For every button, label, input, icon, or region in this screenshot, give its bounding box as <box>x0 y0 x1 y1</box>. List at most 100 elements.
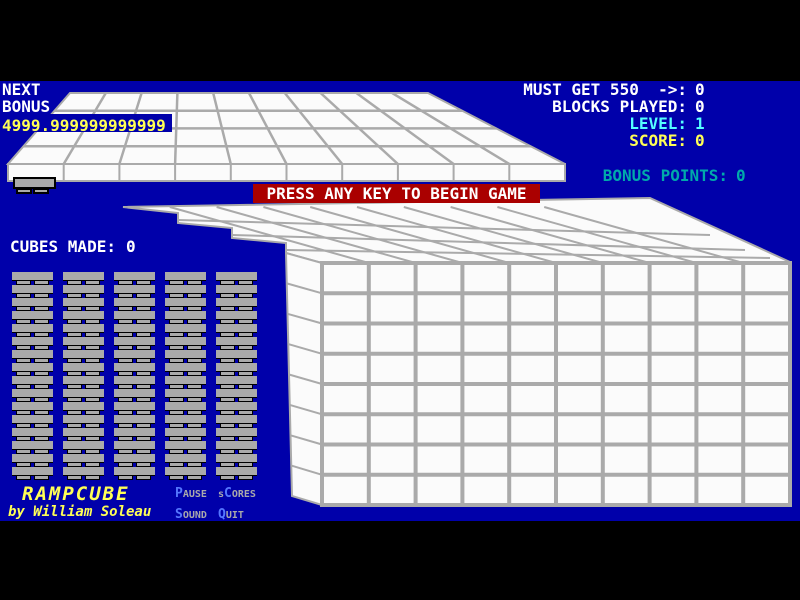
stack-block <box>114 428 155 441</box>
stack-block <box>12 402 53 415</box>
stack-block <box>12 441 53 454</box>
stack-block-tab <box>34 476 49 480</box>
stack-block-tab <box>16 385 31 389</box>
stack-block-top <box>114 272 155 281</box>
stack-block-tab <box>85 398 100 402</box>
stack-block-tab <box>16 424 31 428</box>
stack-block <box>12 467 53 480</box>
stack-block-top <box>165 454 206 463</box>
stack-block <box>114 376 155 389</box>
stack-block-tab <box>67 437 82 441</box>
stack-block-tab <box>238 398 253 402</box>
stack-block-tab <box>187 398 202 402</box>
stack-block-tab <box>85 281 100 285</box>
stack-block-top <box>114 441 155 450</box>
stack-block-tab <box>67 385 82 389</box>
stack-block-tab <box>187 294 202 298</box>
stack-block-top <box>12 337 53 346</box>
stack-block-top <box>114 298 155 307</box>
stack-block-tab <box>34 398 49 402</box>
stack-block-tab <box>67 411 82 415</box>
stack-block-top <box>165 441 206 450</box>
stack-block-top <box>165 389 206 398</box>
stack-block-top <box>114 415 155 424</box>
level-row: LEVEL: 1 <box>629 116 707 132</box>
stack-block <box>63 428 104 441</box>
stack-block-tab <box>67 346 82 350</box>
stack-block-top <box>63 324 104 333</box>
stack-block-top <box>12 415 53 424</box>
menu-item-sound[interactable]: SOUND <box>175 507 207 522</box>
stack-block-tab <box>238 463 253 467</box>
stack-block <box>114 311 155 324</box>
stack-block-tab <box>67 307 82 311</box>
stack-block-top <box>216 441 257 450</box>
stack-block <box>216 337 257 350</box>
stack-block-tab <box>118 281 133 285</box>
menu-item-pause[interactable]: PAUSE <box>175 486 207 501</box>
stack-block <box>165 428 206 441</box>
stack-block-tab <box>169 476 184 480</box>
stack-block-tab <box>67 359 82 363</box>
stack-block-tab <box>187 450 202 454</box>
stack-block-tab <box>67 320 82 324</box>
next-block-tab <box>33 188 49 194</box>
stack-block-tab <box>220 307 235 311</box>
stack-block-tab <box>220 294 235 298</box>
must-get-label: MUST GET 550 ->: <box>523 80 687 99</box>
stack-block-tab <box>118 385 133 389</box>
stack-block <box>216 272 257 285</box>
stack-block-tab <box>238 320 253 324</box>
stack-block-top <box>114 428 155 437</box>
stack-block-tab <box>85 333 100 337</box>
stack-block-tab <box>187 346 202 350</box>
game-byline: by William Soleau <box>8 504 152 520</box>
stack-block <box>114 337 155 350</box>
stack-block-tab <box>85 385 100 389</box>
stack-block-tab <box>16 437 31 441</box>
stack-block-tab <box>187 320 202 324</box>
score-label: SCORE: <box>629 131 687 150</box>
stack-block-top <box>216 467 257 476</box>
stack-block-top <box>63 441 104 450</box>
menu-item-quit[interactable]: QUIT <box>218 507 244 522</box>
stack-block-tab <box>187 476 202 480</box>
stack-block-tab <box>187 385 202 389</box>
stack-block-tab <box>34 359 49 363</box>
stack-block-top <box>216 350 257 359</box>
stack-block-tab <box>34 385 49 389</box>
stack-block-tab <box>238 437 253 441</box>
stack-block-tab <box>16 333 31 337</box>
bonus-points-value: 0 <box>736 166 746 185</box>
stack-block-tab <box>34 437 49 441</box>
stack-block-tab <box>34 307 49 311</box>
stack-block-tab <box>220 463 235 467</box>
stack-block <box>63 324 104 337</box>
stack-block-top <box>165 415 206 424</box>
stack-column <box>63 272 104 480</box>
bonus-value: 4999.999999999999 <box>2 116 166 135</box>
stack-block-tab <box>85 372 100 376</box>
stack-block-tab <box>118 398 133 402</box>
stack-block <box>63 298 104 311</box>
stack-block-top <box>63 415 104 424</box>
stack-block-top <box>63 298 104 307</box>
stack-block-top <box>12 298 53 307</box>
stack-block-tab <box>34 346 49 350</box>
level-value: 1 <box>695 114 705 133</box>
stack-block <box>165 376 206 389</box>
stack-block-tab <box>220 411 235 415</box>
stack-block-top <box>12 350 53 359</box>
stack-block-tab <box>67 372 82 376</box>
stack-block <box>114 350 155 363</box>
stack-column <box>12 272 53 480</box>
stack-block-top <box>165 467 206 476</box>
stack-block-top <box>12 363 53 372</box>
menu-item-scores[interactable]: sCORES <box>218 486 256 501</box>
next-label: NEXT <box>2 80 41 99</box>
stack-block-top <box>165 311 206 320</box>
stack-block-tab <box>67 476 82 480</box>
top-platform <box>5 92 566 182</box>
stack-block-top <box>216 363 257 372</box>
